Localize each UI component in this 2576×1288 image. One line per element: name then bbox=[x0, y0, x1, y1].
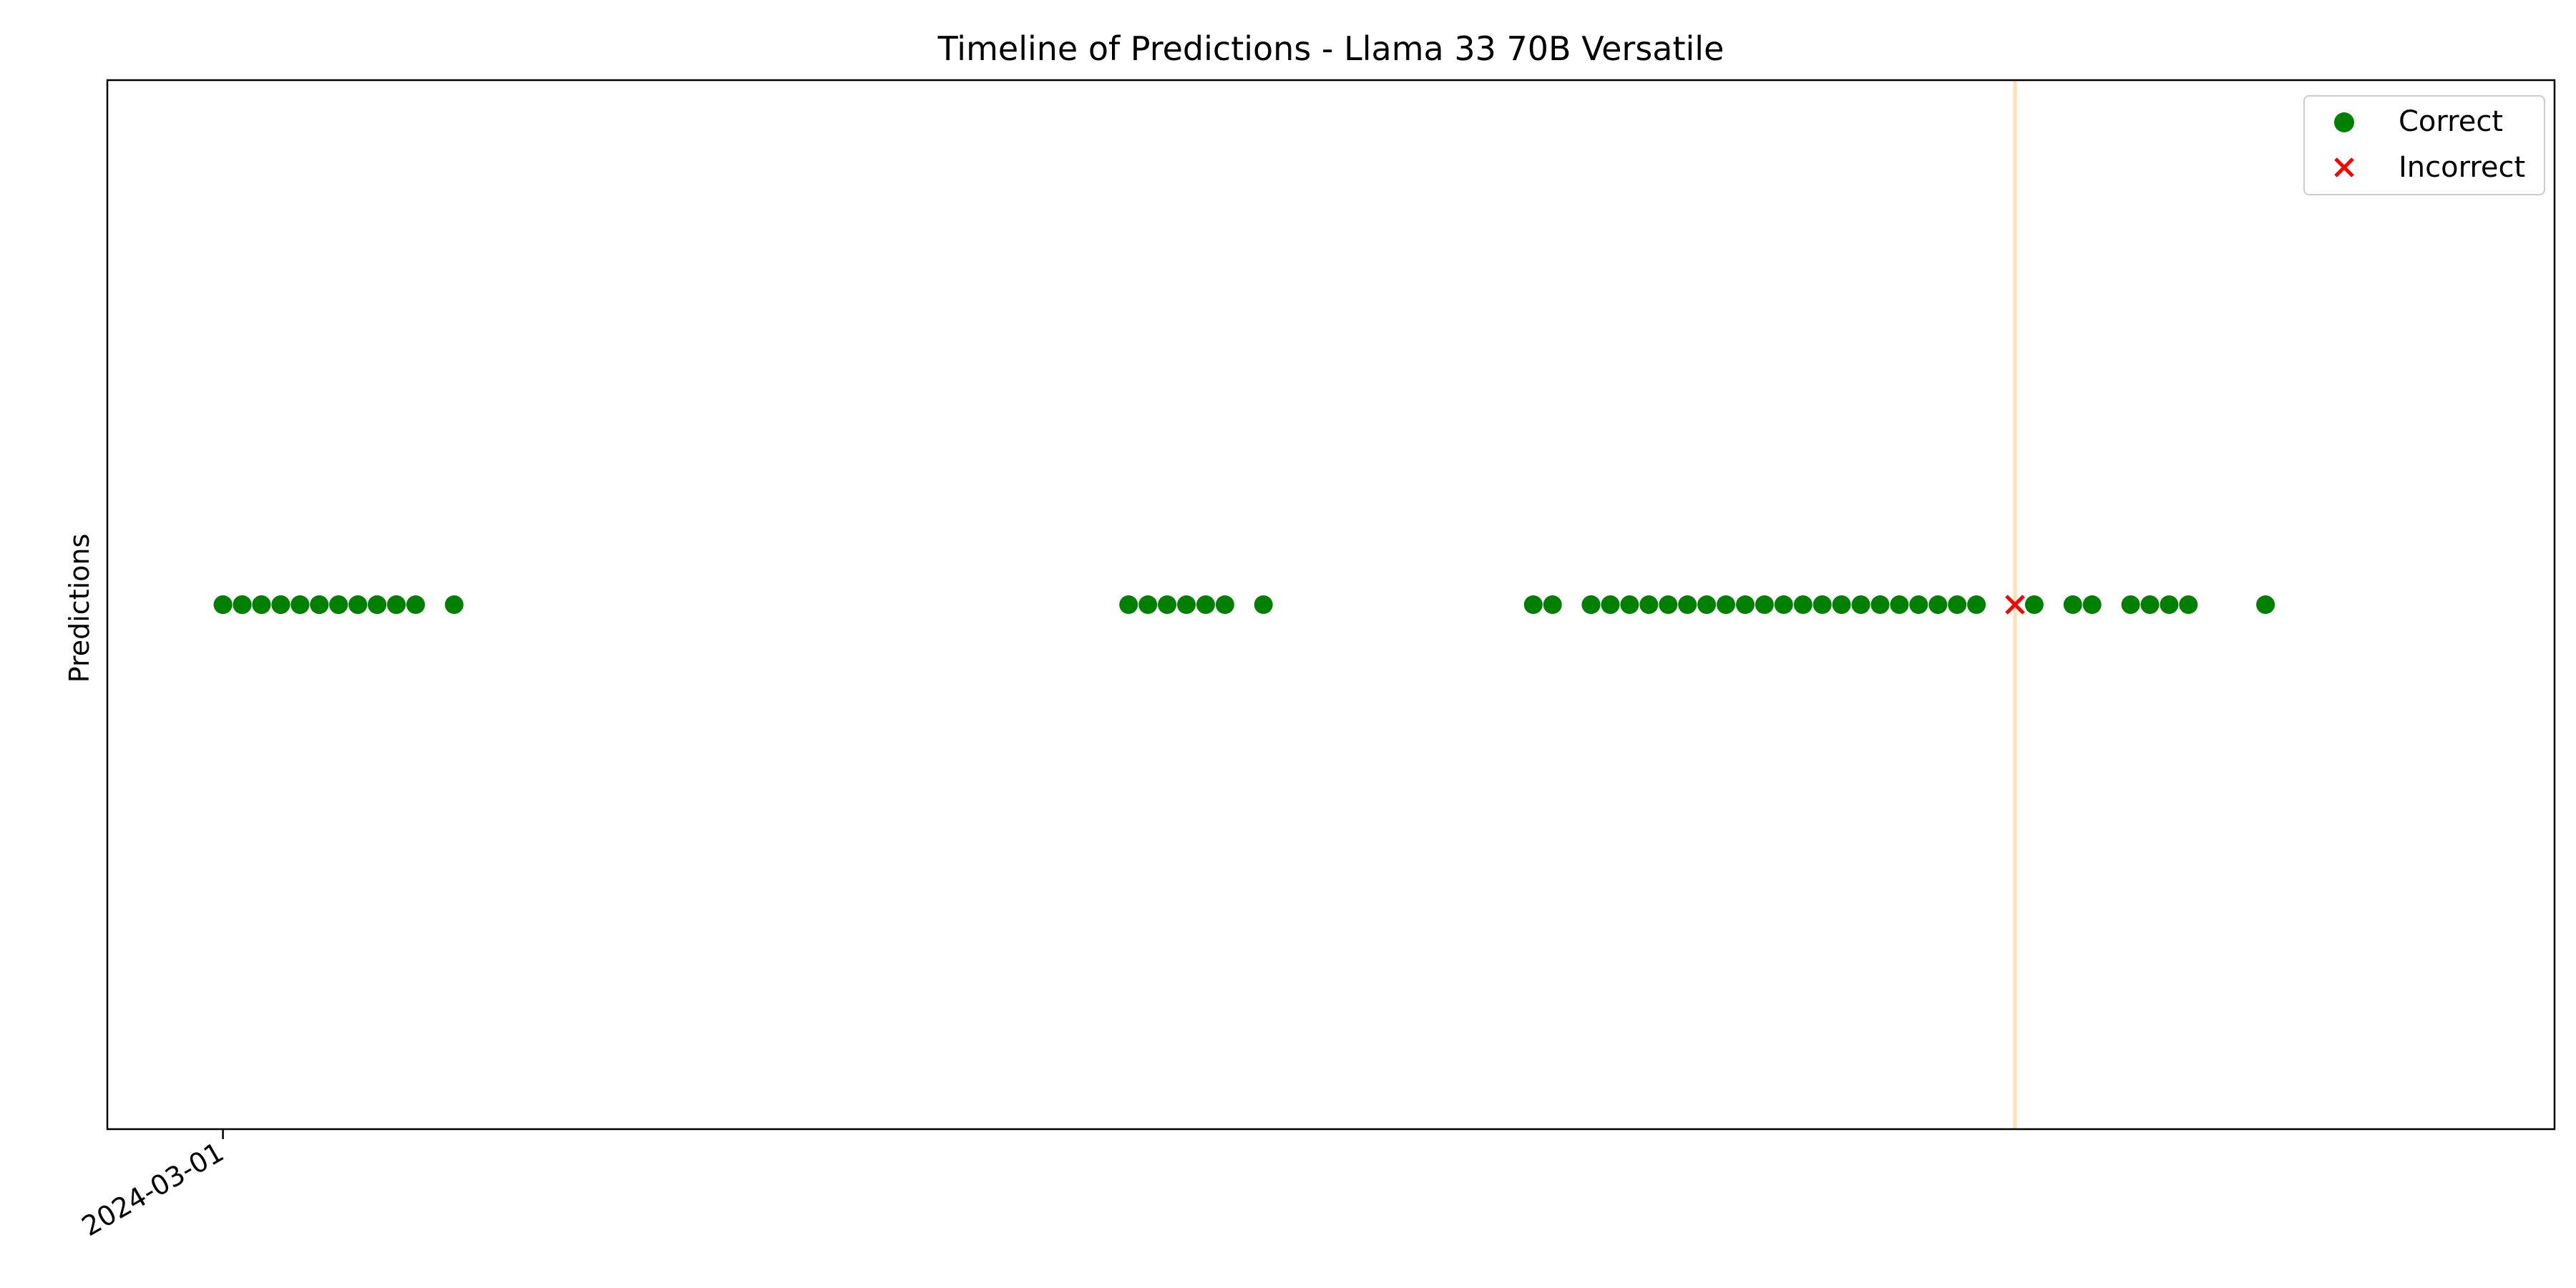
point-correct-40 bbox=[1717, 595, 1735, 614]
legend-correct-label: Correct bbox=[2399, 105, 2503, 138]
point-correct-44 bbox=[1793, 595, 1813, 614]
point-correct-50 bbox=[1909, 595, 1928, 614]
point-correct-26 bbox=[1177, 595, 1196, 614]
point-correct-55 bbox=[2063, 595, 2082, 614]
legend: Correct Incorrect bbox=[2303, 95, 2545, 195]
point-correct-46 bbox=[1832, 595, 1851, 614]
point-correct-58 bbox=[2140, 595, 2160, 614]
point-correct-28 bbox=[1215, 595, 1234, 614]
point-correct-30 bbox=[1523, 595, 1543, 614]
legend-frame bbox=[2303, 95, 2545, 195]
point-incorrect-0 bbox=[2005, 595, 2025, 615]
point-correct-37 bbox=[1659, 595, 1678, 614]
point-correct-4 bbox=[233, 595, 252, 614]
point-correct-51 bbox=[1928, 595, 1948, 614]
point-correct-29 bbox=[1254, 595, 1273, 614]
point-correct-48 bbox=[1870, 595, 1890, 614]
point-correct-53 bbox=[1967, 595, 1986, 614]
point-correct-21 bbox=[406, 595, 425, 614]
point-correct-6 bbox=[252, 595, 271, 614]
point-correct-25 bbox=[1158, 595, 1177, 614]
point-correct-57 bbox=[2121, 595, 2140, 614]
legend-incorrect-label: Incorrect bbox=[2399, 151, 2525, 184]
point-correct-14 bbox=[329, 595, 348, 614]
legend-incorrect-marker bbox=[2334, 157, 2354, 177]
point-correct-27 bbox=[1196, 595, 1215, 614]
point-correct-42 bbox=[1755, 595, 1774, 614]
y-axis-label: Predictions bbox=[64, 534, 95, 683]
plot-frame bbox=[106, 79, 2556, 1131]
point-correct-33 bbox=[1581, 595, 1601, 614]
legend-correct-marker bbox=[2334, 112, 2354, 132]
x-tick-label-0: 2024-03-01 bbox=[77, 1136, 229, 1243]
point-correct-35 bbox=[1620, 595, 1639, 614]
point-correct-52 bbox=[1948, 595, 1967, 614]
point-correct-18 bbox=[368, 595, 386, 614]
point-correct-39 bbox=[1697, 595, 1717, 614]
plot-area bbox=[213, 80, 2275, 1129]
point-correct-1 bbox=[213, 595, 233, 614]
point-correct-60 bbox=[2179, 595, 2198, 614]
point-correct-34 bbox=[1601, 595, 1620, 614]
point-correct-38 bbox=[1678, 595, 1697, 614]
point-correct-31 bbox=[1543, 595, 1562, 614]
point-correct-45 bbox=[1813, 595, 1832, 614]
point-correct-41 bbox=[1736, 595, 1755, 614]
chart-title: Timeline of Predictions - Llama 33 70B V… bbox=[937, 29, 1724, 68]
point-correct-49 bbox=[1890, 595, 1909, 614]
point-correct-22 bbox=[444, 595, 464, 614]
x-axis-ticks: 2024-03-01 bbox=[77, 1129, 229, 1242]
point-correct-12 bbox=[310, 595, 329, 614]
point-correct-54 bbox=[2024, 595, 2044, 614]
point-correct-10 bbox=[291, 595, 310, 614]
point-correct-8 bbox=[271, 595, 291, 614]
point-correct-20 bbox=[386, 595, 406, 614]
point-correct-23 bbox=[1119, 595, 1138, 614]
point-correct-61 bbox=[2256, 595, 2275, 614]
point-correct-59 bbox=[2160, 595, 2179, 614]
point-correct-36 bbox=[1639, 595, 1659, 614]
point-correct-47 bbox=[1851, 595, 1870, 614]
point-correct-16 bbox=[348, 595, 368, 614]
point-correct-56 bbox=[2082, 595, 2102, 614]
point-correct-24 bbox=[1138, 595, 1158, 614]
point-correct-43 bbox=[1774, 595, 1793, 614]
